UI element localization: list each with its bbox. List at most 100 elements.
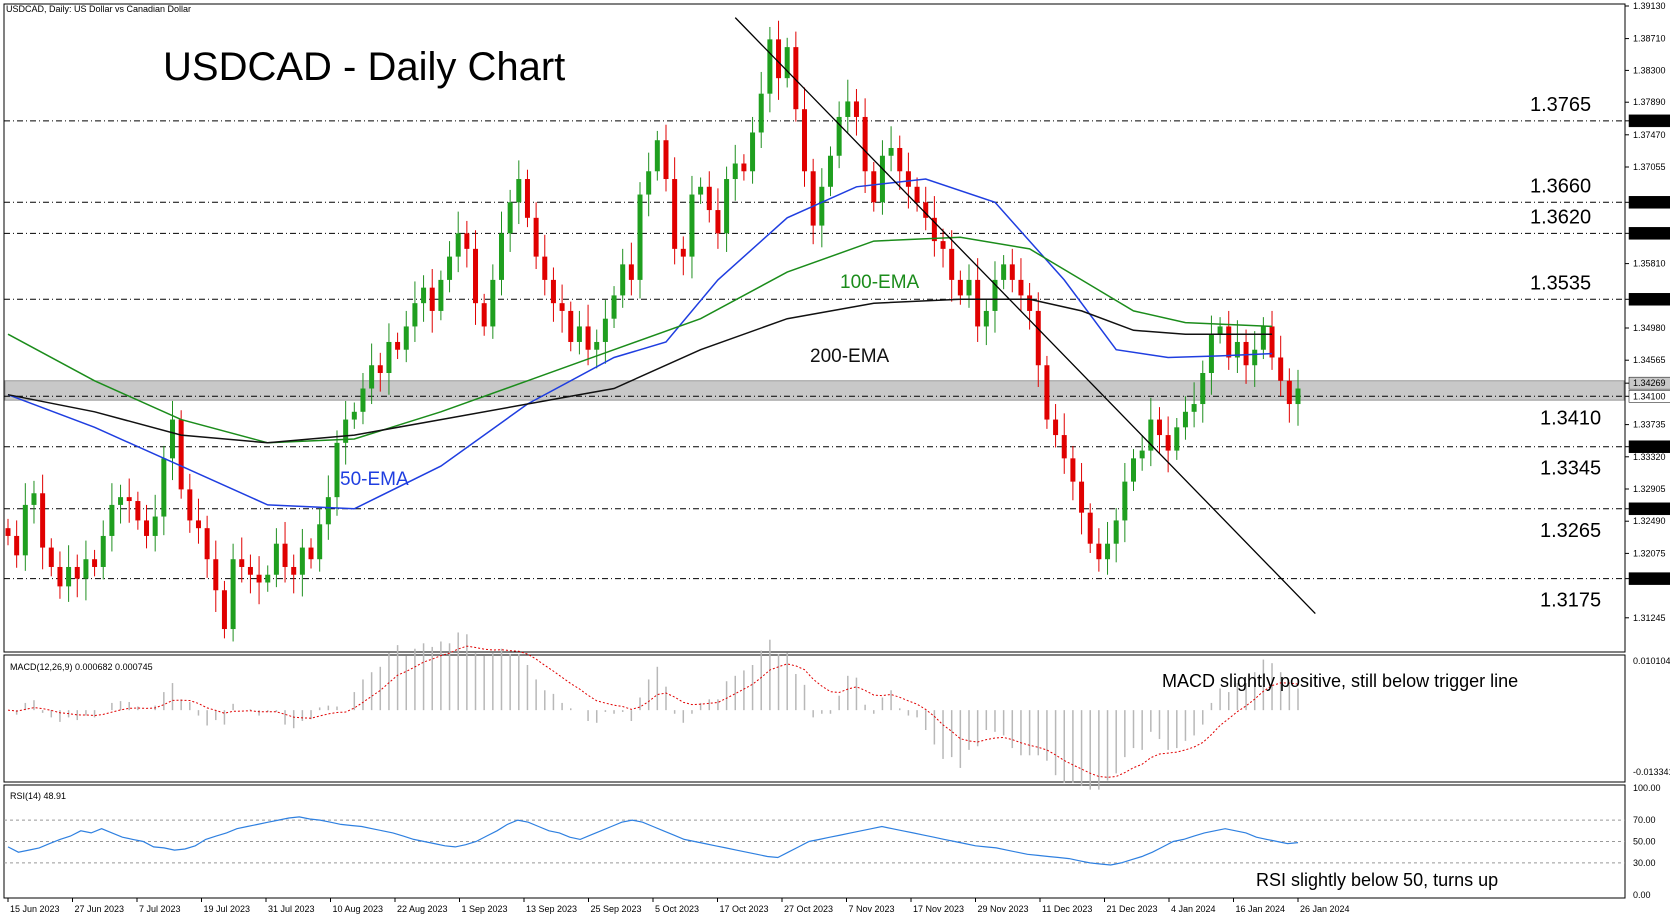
level-label: 1.3265 <box>1540 520 1601 542</box>
candle-body <box>1105 543 1111 560</box>
candle-body <box>204 528 210 560</box>
candle-body <box>247 566 253 575</box>
candle-body <box>1208 334 1214 374</box>
rsi-tick-label: 50.00 <box>1633 837 1656 847</box>
candle-body <box>1148 419 1154 451</box>
date-label: 17 Nov 2023 <box>913 904 964 914</box>
price-tick-label: 1.35350 <box>1633 294 1666 304</box>
date-label: 22 Aug 2023 <box>397 904 448 914</box>
candle-body <box>975 279 981 327</box>
candle-body <box>732 163 738 180</box>
candle-body <box>464 233 470 249</box>
ema-line-100-ema <box>7 236 1273 444</box>
price-tag <box>1628 293 1670 306</box>
candle-body <box>161 458 167 517</box>
candle-body <box>533 217 539 257</box>
ema-label: 200-EMA <box>810 346 890 367</box>
candle-body <box>1001 264 1007 280</box>
candle-body <box>490 279 496 327</box>
candle-body <box>810 171 816 226</box>
price-tick-label: 1.39130 <box>1633 1 1666 11</box>
price-tag <box>1628 227 1670 240</box>
price-tick-label: 1.37470 <box>1633 130 1666 140</box>
level-label: 1.3410 <box>1540 407 1601 429</box>
candle-body <box>5 528 11 536</box>
price-tag <box>1628 572 1670 585</box>
candle-body <box>1243 341 1249 366</box>
candle-body <box>516 179 522 203</box>
candle-body <box>1027 295 1033 311</box>
candle-body <box>22 504 28 556</box>
ema-label: 50-EMA <box>340 469 409 490</box>
candle-body <box>1278 357 1284 381</box>
price-tick-label: 1.34269 <box>1633 378 1666 388</box>
macd-tick-label: 0.010104 <box>1633 656 1670 666</box>
macd-tick-label: -0.013341 <box>1633 767 1670 777</box>
candle-body <box>273 543 279 575</box>
date-axis: 15 Jun 2023 27 Jun 2023 7 Jul 2023 19 Jul 2… <box>7 898 1350 914</box>
candle-body <box>1217 326 1223 335</box>
price-panel-frame <box>3 3 1626 653</box>
candle-body <box>195 520 201 529</box>
price-tick-label: 1.33735 <box>1633 420 1666 430</box>
candle-body <box>481 303 487 327</box>
candle-body <box>1286 380 1292 405</box>
date-label: 19 Jul 2023 <box>204 904 251 914</box>
candle-body <box>386 341 392 374</box>
candle-body <box>100 535 106 567</box>
date-label: 21 Dec 2023 <box>1107 904 1158 914</box>
candle-body <box>706 186 712 211</box>
date-label: 27 Jun 2023 <box>75 904 125 914</box>
candle-body <box>265 574 271 583</box>
price-tick-label: 1.32490 <box>1633 516 1666 526</box>
candle-body <box>524 179 530 218</box>
rsi-line <box>7 816 1299 866</box>
candle-body <box>914 186 920 203</box>
date-label: 11 Dec 2023 <box>1042 904 1092 914</box>
candle-body <box>871 171 877 203</box>
candle-body <box>1200 373 1206 405</box>
candle-body <box>992 279 998 311</box>
price-tick-label: 1.38300 <box>1633 65 1666 75</box>
chart-title: USDCAD - Daily Chart <box>163 45 565 89</box>
candle-body <box>1018 279 1024 296</box>
candle-body <box>663 140 669 180</box>
candle-body <box>1009 264 1015 280</box>
candle-body <box>213 559 219 591</box>
candle-body <box>57 566 63 587</box>
price-tick-label: 1.31245 <box>1633 613 1666 623</box>
candle-body <box>282 543 288 567</box>
candle-body <box>92 559 98 567</box>
date-label: 31 Jul 2023 <box>268 904 315 914</box>
candle-body <box>802 109 808 172</box>
candle-body <box>334 442 340 498</box>
candle-body <box>135 501 141 521</box>
candle-body <box>758 93 764 133</box>
level-label: 1.3535 <box>1530 272 1591 294</box>
candle-body <box>750 132 756 172</box>
candle-body <box>776 39 782 79</box>
candle-body <box>585 326 591 350</box>
candle-body <box>343 419 349 443</box>
date-label: 10 Aug 2023 <box>333 904 384 914</box>
rsi-header: RSI(14) 48.91 <box>10 791 66 801</box>
candle-body <box>1131 458 1137 482</box>
price-tick-label: 1.34100 <box>1633 391 1666 401</box>
date-label: 1 Sep 2023 <box>462 904 508 914</box>
candle-body <box>576 326 582 342</box>
candle-body <box>1122 481 1128 521</box>
candle-body <box>395 341 401 350</box>
candle-body <box>698 186 704 195</box>
candle-body <box>940 241 946 249</box>
candle-body <box>360 388 366 412</box>
candle-body <box>923 202 929 218</box>
candle-body <box>256 574 262 583</box>
candle-body <box>819 186 825 226</box>
candle-body <box>31 493 37 505</box>
candle-body <box>1234 341 1240 358</box>
candle-body <box>126 497 132 502</box>
candle-body <box>1182 411 1188 428</box>
price-tick-label: 1.34565 <box>1633 355 1666 365</box>
macd-panel-frame <box>3 654 1626 783</box>
